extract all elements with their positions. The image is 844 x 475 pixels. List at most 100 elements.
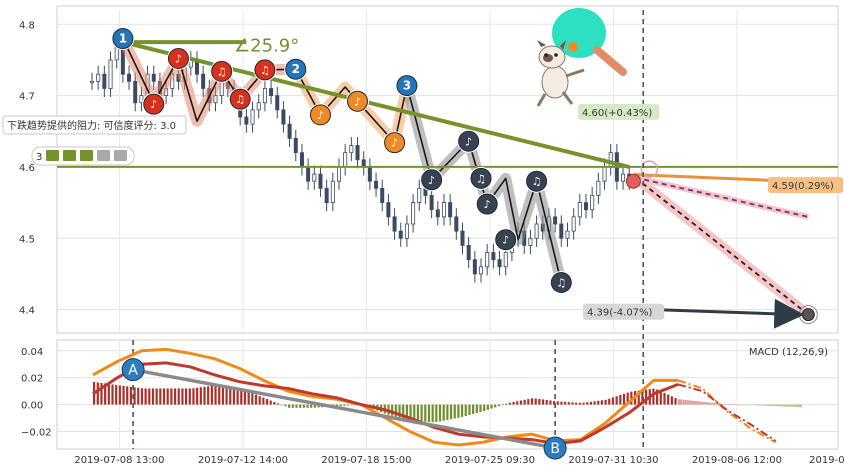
candle-body xyxy=(417,187,422,203)
macd-histogram-bar xyxy=(295,404,298,408)
macd-histogram-bar xyxy=(589,401,592,405)
wave-marker xyxy=(167,48,189,70)
macd-histogram-bar xyxy=(582,402,585,405)
macd-histogram-bar xyxy=(449,404,453,420)
macd-histogram-bar xyxy=(229,387,232,405)
wave-marker xyxy=(112,28,134,50)
macd-histogram-forecast-bar xyxy=(754,404,757,406)
candle-body xyxy=(491,252,496,261)
macd-histogram-bar xyxy=(354,404,357,406)
macd-histogram-forecast-bar xyxy=(746,404,749,406)
macd-histogram-bar xyxy=(122,385,125,405)
macd-marker xyxy=(543,436,567,460)
candle-body xyxy=(96,73,101,82)
macd-histogram-bar xyxy=(420,404,423,422)
macd-histogram-bar xyxy=(218,385,221,405)
rating-star-icon xyxy=(114,150,127,161)
macd-histogram-bar xyxy=(641,390,644,405)
macd-histogram-forecast-bar xyxy=(717,403,720,405)
candle-body xyxy=(361,159,366,168)
wave-marker xyxy=(476,193,498,215)
forecast-line-middle xyxy=(635,173,790,183)
macd-histogram-bar xyxy=(556,401,559,405)
macd-histogram-bar xyxy=(472,404,475,414)
candle-body xyxy=(374,180,379,189)
macd-histogram-bar xyxy=(457,404,460,418)
macd-histogram-bar xyxy=(192,388,195,405)
macd-y-axis: 0.04 0.02 0.00 −0.02 xyxy=(21,347,52,439)
price-y-axis: 4.4 4.5 4.6 4.7 4.8 xyxy=(19,20,35,316)
macd-histogram-bar xyxy=(501,404,504,406)
macd-histogram-bar xyxy=(527,399,530,405)
macd-histogram-bar xyxy=(571,402,574,405)
macd-tick-label: 0.00 xyxy=(21,401,43,412)
macd-histogram-bar xyxy=(656,389,659,405)
macd-marker-label: B xyxy=(550,441,560,457)
price-tick-label: 4.6 xyxy=(19,163,35,174)
macd-dea-forecast xyxy=(677,383,777,442)
macd-histogram-bar xyxy=(148,388,151,405)
wave-marker xyxy=(347,90,369,112)
macd-histogram-forecast-bar xyxy=(678,399,681,405)
macd-histogram-bar xyxy=(600,400,604,405)
macd-histogram-bar xyxy=(405,404,408,420)
wave-marker-label: ♪ xyxy=(354,95,361,108)
candle-body xyxy=(534,223,539,239)
wave-marker xyxy=(526,170,548,192)
candle-body xyxy=(151,73,156,82)
macd-tick-label: −0.02 xyxy=(21,428,52,439)
macd-histogram-bar xyxy=(258,396,261,405)
wave-marker xyxy=(143,93,165,115)
macd-histogram-bar xyxy=(265,399,269,405)
macd-dea-line xyxy=(92,361,679,446)
wave-marker xyxy=(458,130,480,152)
candle-body xyxy=(441,202,446,218)
forecast-arrow xyxy=(654,298,805,329)
x-tick-label: 2019-07-31 10:30 xyxy=(568,455,658,466)
wave-marker xyxy=(309,104,331,126)
macd-histogram-bar xyxy=(107,383,110,405)
macd-histogram-bar xyxy=(597,400,600,405)
macd-histogram-forecast-bar xyxy=(704,402,707,405)
paddle-icon xyxy=(552,8,606,58)
candle-body xyxy=(460,230,465,246)
macd-histogram-bar xyxy=(505,403,508,405)
wave-marker-label: ♫ xyxy=(235,93,245,106)
macd-histogram-forecast-bar xyxy=(740,404,743,406)
wave-marker-label: ♪ xyxy=(428,174,435,187)
macd-histogram-bar xyxy=(133,387,136,405)
candle-body xyxy=(485,252,490,268)
macd-tick-label: 0.04 xyxy=(21,347,43,358)
macd-histogram-bar xyxy=(497,404,500,407)
macd-histogram-forecast-bar xyxy=(702,401,705,405)
macd-histogram-bar xyxy=(254,394,258,405)
candle-body xyxy=(392,216,397,232)
wave-marker-label: ♪ xyxy=(484,198,491,211)
macd-histogram-bar xyxy=(225,386,228,405)
macd-histogram-forecast-bar xyxy=(690,400,693,405)
macd-histogram-forecast-bar xyxy=(748,404,751,406)
wave-marker-label: ♪ xyxy=(175,53,182,66)
macd-histogram-bar xyxy=(534,398,537,405)
macd-histogram-bar xyxy=(431,404,434,423)
macd-histogram-forecast-bar xyxy=(721,403,724,405)
macd-histogram-bar xyxy=(667,394,670,405)
candle-body xyxy=(497,259,502,268)
macd-histogram-bar xyxy=(453,404,456,419)
candle-body xyxy=(596,180,601,196)
wave-marker-label: ♪ xyxy=(317,109,324,122)
candle-body xyxy=(472,259,477,275)
macd-histogram-bar xyxy=(188,388,191,405)
macd-histogram-forecast-bar xyxy=(723,403,726,405)
macd-histogram-forecast-bar xyxy=(762,404,765,406)
macd-histogram-forecast-bar xyxy=(775,404,778,407)
macd-histogram-bar xyxy=(302,404,305,408)
macd-series: A B MACD (12,26,9) xyxy=(92,347,828,460)
candle-body xyxy=(293,137,298,154)
macd-histogram-bar xyxy=(593,401,596,405)
angle-label: ∠25.9° xyxy=(234,35,299,56)
macd-histogram-bar xyxy=(663,392,666,405)
macd-histogram-bar xyxy=(545,399,548,405)
forecast-label-down-bg xyxy=(583,303,665,320)
